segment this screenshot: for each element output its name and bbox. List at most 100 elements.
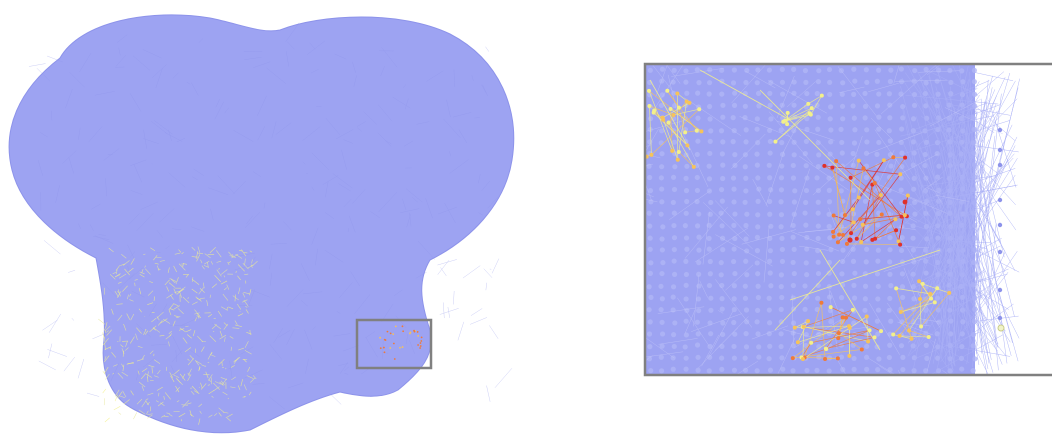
hot-node <box>801 357 805 361</box>
grid-node <box>731 344 736 349</box>
hot-node <box>844 316 848 320</box>
grid-node <box>779 212 784 217</box>
grid-node <box>648 247 653 252</box>
grid-node <box>660 260 665 265</box>
hot-node <box>928 292 932 296</box>
grid-node <box>779 307 784 312</box>
grid-node <box>864 175 869 180</box>
grid-node <box>707 91 712 96</box>
edge <box>49 314 61 333</box>
grid-node <box>707 355 712 360</box>
grid-node <box>755 224 760 229</box>
grid-node <box>742 200 747 205</box>
hot-node <box>384 351 386 353</box>
grid-node <box>864 80 869 85</box>
grid-node <box>838 127 843 132</box>
hot-node <box>851 207 855 211</box>
grid-node <box>816 260 821 265</box>
grid-node <box>887 343 892 348</box>
grid-node <box>707 368 712 373</box>
grid-node <box>911 116 916 121</box>
grid-node <box>814 175 819 180</box>
grid-node <box>900 271 905 276</box>
grid-node <box>779 295 784 300</box>
edge <box>448 307 450 318</box>
hot-node <box>394 358 396 360</box>
grid-node <box>743 164 748 169</box>
hot-node <box>773 140 777 144</box>
grid-node <box>816 140 821 145</box>
grid-node <box>708 308 713 313</box>
grid-node <box>779 236 784 241</box>
side-node <box>998 148 1002 152</box>
grid-node <box>707 80 712 85</box>
grid-node <box>719 272 724 277</box>
grid-node <box>874 175 879 180</box>
grid-node <box>707 67 712 72</box>
grid-node <box>671 294 676 299</box>
grid-node <box>732 368 737 373</box>
grid-node <box>755 308 760 313</box>
grid-node <box>804 235 809 240</box>
low-edge <box>133 412 136 419</box>
grid-node <box>802 307 807 312</box>
grid-node <box>959 366 964 371</box>
grid-node <box>851 320 856 325</box>
grid-node <box>851 163 856 168</box>
grid-node <box>792 271 797 276</box>
grid-node <box>659 236 664 241</box>
grid-node <box>852 295 857 300</box>
grid-node <box>790 368 795 373</box>
grid-node <box>732 67 737 72</box>
grid-node <box>899 188 904 193</box>
hot-node <box>417 344 419 346</box>
hot-node <box>903 213 907 217</box>
grid-node <box>827 368 832 373</box>
grid-node <box>791 67 796 72</box>
grid-node <box>875 271 880 276</box>
hot-node <box>933 300 937 304</box>
grid-node <box>780 67 785 72</box>
grid-node <box>779 344 784 349</box>
hot-node <box>917 279 921 283</box>
grid-node <box>708 200 713 205</box>
grid-node <box>720 139 725 144</box>
grid-node <box>659 186 664 191</box>
grid-node <box>743 296 748 301</box>
grid-node <box>756 295 761 300</box>
hot-node <box>667 120 671 124</box>
hot-node <box>809 341 813 345</box>
edge <box>484 269 492 278</box>
hot-node <box>849 231 853 235</box>
hot-node <box>919 324 923 328</box>
hot-node <box>796 340 800 344</box>
side-node <box>998 198 1002 202</box>
grid-node <box>672 68 677 73</box>
grid-node <box>864 127 869 132</box>
grid-node <box>732 103 737 108</box>
grid-node <box>864 367 869 372</box>
grid-node <box>887 235 892 240</box>
grid-node <box>815 127 820 132</box>
grid-node <box>864 247 869 252</box>
grid-node <box>695 116 700 121</box>
grid-node <box>839 140 844 145</box>
hot-node <box>918 297 922 301</box>
grid-node <box>707 283 712 288</box>
grid-node <box>732 355 737 360</box>
grid-node <box>924 67 929 72</box>
grid-node <box>900 367 905 372</box>
hot-node <box>420 340 422 342</box>
grid-node <box>779 272 784 277</box>
hot-node <box>836 336 840 340</box>
grid-node <box>935 79 940 84</box>
grid-node <box>816 68 821 73</box>
hot-node <box>893 217 897 221</box>
hot-node <box>399 347 401 349</box>
hot-node <box>417 331 419 333</box>
grid-node <box>791 306 796 311</box>
hot-node <box>383 347 385 349</box>
grid-node <box>707 164 712 169</box>
hot-node <box>857 159 861 163</box>
peak-node <box>847 237 852 242</box>
